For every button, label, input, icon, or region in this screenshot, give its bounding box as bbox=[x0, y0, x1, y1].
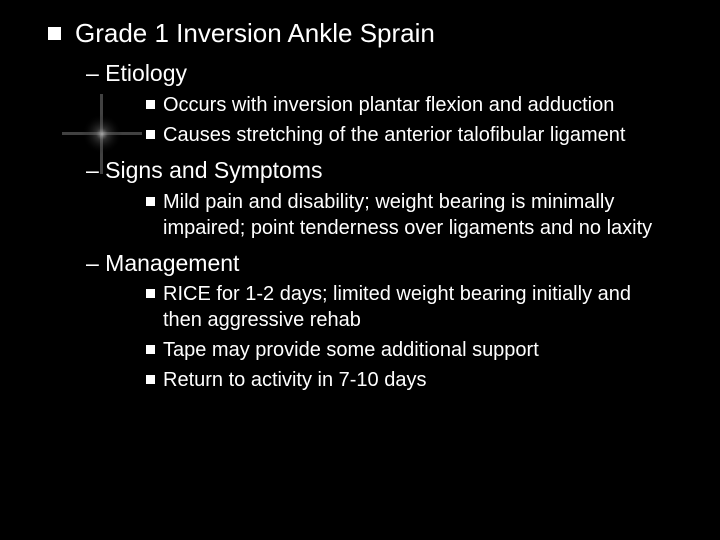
list-item-text: Causes stretching of the anterior talofi… bbox=[163, 122, 625, 148]
list-item-text: RICE for 1-2 days; limited weight bearin… bbox=[163, 281, 660, 333]
bullet-square-icon bbox=[146, 197, 155, 206]
list-item: Return to activity in 7-10 days bbox=[146, 367, 660, 393]
bullet-square-icon bbox=[146, 375, 155, 384]
title-row: Grade 1 Inversion Ankle Sprain bbox=[48, 18, 690, 49]
bullet-square-icon bbox=[48, 27, 61, 40]
list-item-text: Occurs with inversion plantar flexion an… bbox=[163, 92, 614, 118]
slide-title: Grade 1 Inversion Ankle Sprain bbox=[75, 18, 435, 49]
list-item: Mild pain and disability; weight bearing… bbox=[146, 189, 660, 241]
list-item: Causes stretching of the anterior talofi… bbox=[146, 122, 660, 148]
list-item: Tape may provide some additional support bbox=[146, 337, 660, 363]
bullet-square-icon bbox=[146, 289, 155, 298]
list-item: Occurs with inversion plantar flexion an… bbox=[146, 92, 660, 118]
section-management: – Management RICE for 1-2 days; limited … bbox=[30, 249, 690, 394]
list-item-text: Mild pain and disability; weight bearing… bbox=[163, 189, 660, 241]
bullet-square-icon bbox=[146, 130, 155, 139]
slide: Grade 1 Inversion Ankle Sprain – Etiolog… bbox=[0, 0, 720, 540]
bullet-square-icon bbox=[146, 100, 155, 109]
section-heading: – Management bbox=[86, 249, 690, 278]
section-etiology: – Etiology Occurs with inversion plantar… bbox=[30, 59, 690, 148]
section-signs: – Signs and Symptoms Mild pain and disab… bbox=[30, 156, 690, 241]
list-item-text: Return to activity in 7-10 days bbox=[163, 367, 426, 393]
bullet-square-icon bbox=[146, 345, 155, 354]
section-heading: – Etiology bbox=[86, 59, 690, 88]
list-item-text: Tape may provide some additional support bbox=[163, 337, 539, 363]
list-item: RICE for 1-2 days; limited weight bearin… bbox=[146, 281, 660, 333]
section-heading: – Signs and Symptoms bbox=[86, 156, 690, 185]
